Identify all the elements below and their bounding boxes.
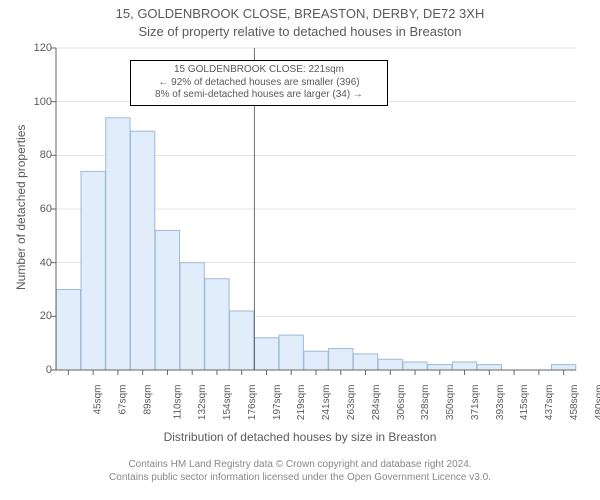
y-tick-label: 120 <box>26 42 52 54</box>
y-tick-label: 80 <box>26 149 52 161</box>
x-tick-label: 110sqm <box>172 385 183 420</box>
histogram-bar <box>106 118 130 370</box>
histogram-bar <box>81 171 105 370</box>
footer-line1: Contains HM Land Registry data © Crown c… <box>0 458 600 471</box>
x-tick-label: 154sqm <box>222 385 233 421</box>
histogram-bar <box>254 338 278 370</box>
histogram-bar <box>56 290 80 371</box>
histogram-bar <box>131 131 155 370</box>
histogram-bar <box>230 311 254 370</box>
footer-line2: Contains public sector information licen… <box>0 471 600 484</box>
y-tick-label: 0 <box>26 364 52 376</box>
x-tick-label: 67sqm <box>118 385 129 415</box>
x-tick-label: 45sqm <box>93 385 104 415</box>
x-tick-label: 350sqm <box>445 385 456 421</box>
x-tick-label: 480sqm <box>594 385 600 421</box>
histogram-bar <box>155 230 179 370</box>
chart-root: 15, GOLDENBROOK CLOSE, BREASTON, DERBY, … <box>0 0 600 500</box>
x-tick-label: 371sqm <box>470 385 481 421</box>
histogram-bar <box>428 365 452 370</box>
histogram-bar <box>551 365 575 370</box>
histogram-bar <box>452 362 476 370</box>
histogram-bar <box>329 349 353 370</box>
x-tick-label: 328sqm <box>420 385 431 421</box>
y-tick-label: 100 <box>26 96 52 108</box>
x-tick-label: 263sqm <box>346 385 357 421</box>
x-tick-label: 284sqm <box>371 385 382 421</box>
histogram-bar <box>205 279 229 370</box>
histogram-bar <box>353 354 377 370</box>
y-tick-label: 60 <box>26 203 52 215</box>
x-tick-label: 219sqm <box>297 385 308 421</box>
x-tick-label: 437sqm <box>544 385 555 421</box>
x-tick-label: 197sqm <box>272 385 283 421</box>
annotation-line1: 15 GOLDENBROOK CLOSE: 221sqm <box>137 64 381 77</box>
annotation-line2: ← 92% of detached houses are smaller (39… <box>137 77 381 90</box>
y-tick-label: 20 <box>26 310 52 322</box>
x-tick-label: 89sqm <box>142 385 153 415</box>
title-description: Size of property relative to detached ho… <box>0 24 600 39</box>
title-address: 15, GOLDENBROOK CLOSE, BREASTON, DERBY, … <box>0 6 600 21</box>
footer-attribution: Contains HM Land Registry data © Crown c… <box>0 458 600 484</box>
x-tick-label: 415sqm <box>519 385 530 421</box>
x-axis-label: Distribution of detached houses by size … <box>0 430 600 444</box>
histogram-bar <box>477 365 501 370</box>
histogram-bar <box>304 351 328 370</box>
histogram-bar <box>180 263 204 370</box>
histogram-bar <box>403 362 427 370</box>
x-tick-label: 176sqm <box>247 385 258 421</box>
histogram-bar <box>378 359 402 370</box>
x-tick-label: 306sqm <box>396 385 407 421</box>
x-tick-label: 241sqm <box>321 385 332 421</box>
y-tick-label: 40 <box>26 257 52 269</box>
annotation-line3: 8% of semi-detached houses are larger (3… <box>137 89 381 102</box>
histogram-bar <box>279 335 303 370</box>
x-tick-label: 132sqm <box>198 385 209 421</box>
annotation-callout: 15 GOLDENBROOK CLOSE: 221sqm ← 92% of de… <box>130 60 388 106</box>
x-tick-label: 458sqm <box>569 385 580 421</box>
x-tick-label: 393sqm <box>495 385 506 421</box>
